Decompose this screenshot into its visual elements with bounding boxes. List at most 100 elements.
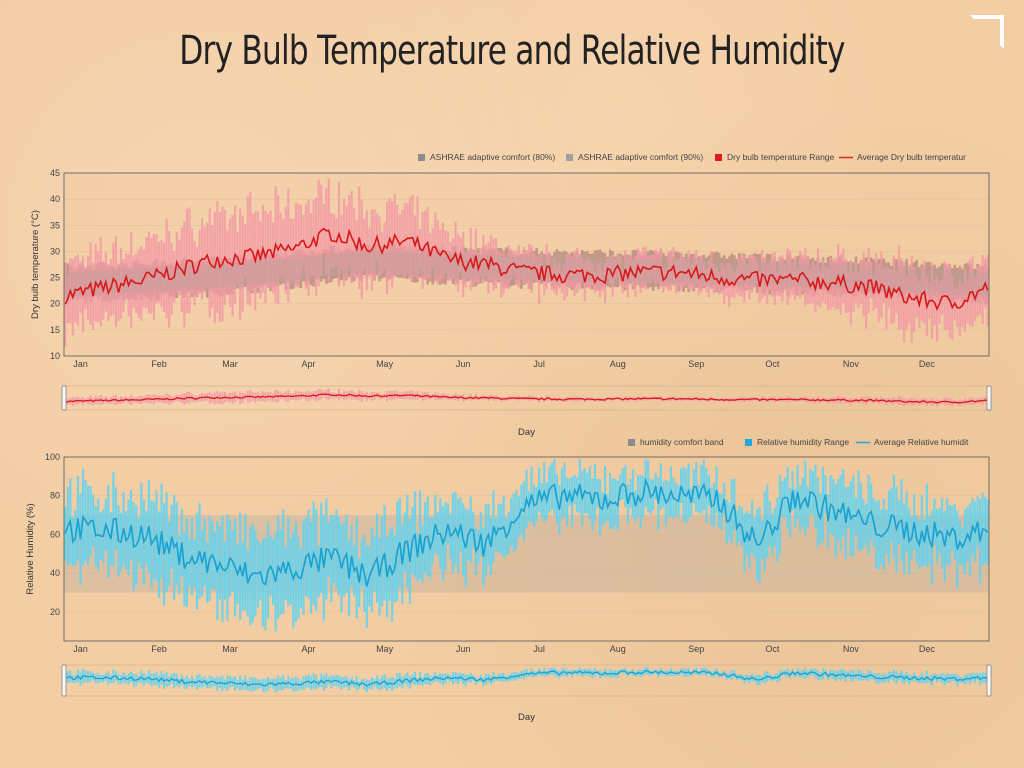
comfort90-bar	[616, 258, 620, 282]
range-slider-handle-left[interactable]	[61, 664, 67, 697]
comfort90-bar	[882, 266, 886, 291]
comfort90-bar	[923, 269, 926, 293]
y-tick-label: 20	[50, 607, 60, 617]
comfort90-bar	[178, 266, 181, 290]
comfort80-bar	[375, 245, 379, 276]
comfort90-bar	[621, 258, 625, 282]
comfort90-bar	[522, 256, 526, 281]
comfort90-bar	[327, 254, 331, 277]
comfort90-bar	[831, 264, 835, 288]
comfort90-bar	[332, 254, 336, 276]
comfort90-bar	[357, 252, 361, 274]
comfort90-bar	[778, 262, 782, 287]
comfort90-bar	[195, 265, 199, 289]
comfort90-bar	[781, 262, 784, 287]
comfort90-bar	[466, 254, 470, 278]
comfort90-bar	[925, 269, 929, 293]
comfort90-bar	[639, 258, 642, 283]
comfort90-bar	[188, 265, 191, 290]
comfort90-bar	[783, 262, 787, 287]
comfort90-bar	[826, 264, 830, 288]
comfort90-bar	[469, 254, 473, 278]
comfort90-bar	[768, 262, 772, 286]
comfort90-bar	[248, 261, 252, 285]
comfort90-bar	[730, 260, 734, 285]
comfort90-bar	[183, 266, 186, 290]
comfort90-bar	[335, 254, 338, 276]
comfort90-bar	[307, 256, 310, 279]
comfort90-bar	[626, 258, 630, 282]
comfort90-bar	[360, 252, 364, 274]
comfort90-bar	[421, 253, 424, 276]
comfort90-bar	[748, 261, 751, 286]
comfort90-bar	[575, 257, 579, 282]
comfort90-bar	[958, 270, 962, 295]
comfort90-bar	[175, 266, 179, 291]
comfort80-bar	[928, 261, 931, 302]
comfort90-bar	[314, 255, 318, 278]
comfort90-bar	[294, 257, 298, 280]
comfort90-bar	[444, 254, 447, 277]
comfort80-bar	[302, 252, 305, 282]
comfort90-bar	[243, 261, 247, 285]
comfort90-bar	[568, 257, 571, 281]
y-tick-label: 15	[50, 325, 60, 335]
comfort90-bar	[601, 257, 604, 282]
range-slider-handle-left[interactable]	[61, 385, 67, 411]
comfort90-bar	[821, 264, 825, 288]
comfort90-bar	[145, 268, 148, 292]
comfort90-bar	[190, 265, 194, 290]
comfort90-bar	[953, 270, 957, 295]
temperature-range-slider[interactable]	[61, 385, 992, 411]
comfort90-bar	[857, 265, 860, 290]
comfort90-bar	[426, 253, 429, 276]
comfort90-bar	[773, 262, 777, 286]
comfort90-bar	[786, 262, 789, 287]
comfort90-bar	[454, 254, 457, 277]
temperature-chart: 10 15 20 25 30 35 40 45 Jan Feb Mar Apr May Jun Jul Aug…	[30, 152, 992, 438]
humidity-range-slider[interactable]	[61, 664, 992, 697]
comfort90-bar	[218, 264, 222, 288]
comfort90-bar	[494, 255, 498, 279]
comfort90-bar	[395, 252, 399, 274]
comfort90-bar	[297, 257, 300, 280]
average-line	[64, 227, 989, 312]
comfort90-bar	[981, 272, 984, 296]
comfort90-bar	[403, 252, 407, 275]
y-tick-label: 20	[50, 299, 60, 309]
comfort90-bar	[292, 257, 295, 281]
comfort90-bar	[383, 251, 386, 274]
comfort90-bar	[935, 269, 939, 294]
comfort90-bar	[950, 270, 954, 295]
comfort90-bar	[74, 271, 77, 296]
comfort90-bar	[700, 259, 703, 284]
range-slider-handle-right[interactable]	[986, 385, 992, 411]
comfort90-bar	[677, 259, 680, 283]
comfort90-bar	[79, 271, 82, 296]
comfort90-bar	[428, 253, 432, 276]
comfort90-bar	[743, 261, 746, 285]
y-tick-label: 40	[50, 194, 60, 204]
comfort90-bar	[375, 251, 379, 273]
comfort90-bar	[479, 255, 483, 278]
comfort90-bar	[101, 270, 105, 294]
comfort90-bar	[520, 256, 523, 281]
range-slider-handle-right[interactable]	[986, 664, 992, 697]
comfort90-bar	[740, 261, 744, 285]
comfort90-bar	[872, 266, 875, 290]
comfort90-bar	[978, 271, 982, 296]
comfort90-bar	[819, 263, 822, 288]
comfort90-bar	[172, 266, 176, 291]
comfort90-bar	[920, 268, 924, 293]
comfort90-bar	[160, 267, 163, 291]
comfort90-bar	[717, 260, 721, 285]
comfort90-bar	[707, 260, 711, 284]
comfort90-bar	[682, 259, 685, 283]
comfort90-bar	[738, 261, 741, 285]
comfort90-bar	[593, 257, 597, 282]
comfort90-bar	[373, 251, 376, 273]
comfort90-bar	[322, 255, 326, 277]
comfort90-bar	[69, 272, 72, 296]
comfort90-bar	[591, 257, 594, 282]
